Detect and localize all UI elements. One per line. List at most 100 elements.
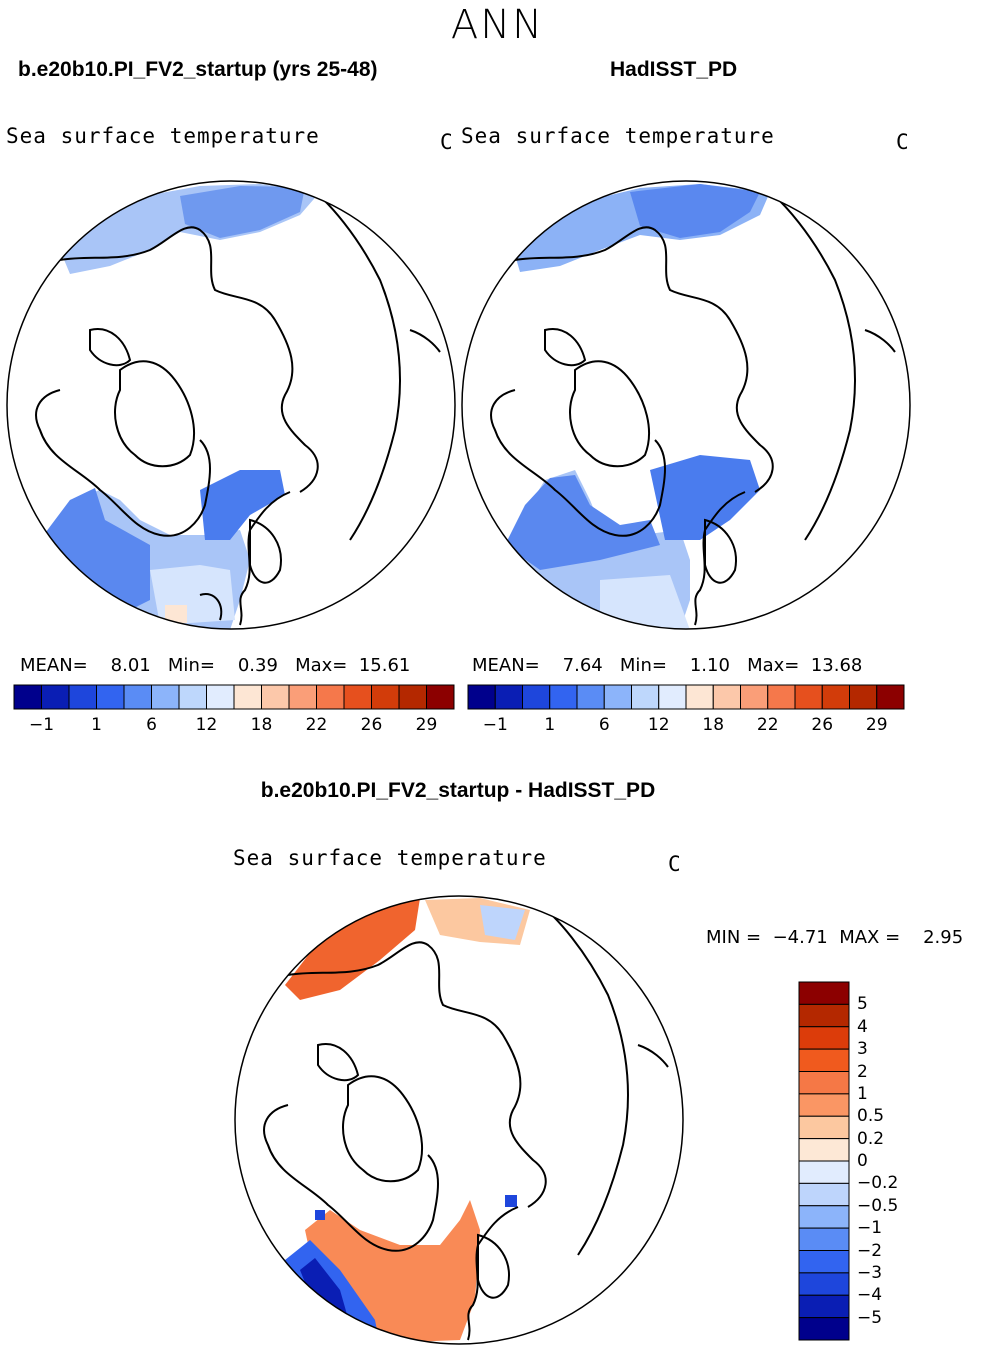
colorbar-swatch [68,684,97,710]
colorbar-swatch [233,684,262,710]
colorbar-swatch [798,1026,850,1050]
nordic-seas-field [200,470,285,540]
min-value: 0.39 [237,655,278,676]
min-label: Min= [167,655,215,676]
colorbar-tick-label: 3 [857,1039,868,1060]
colorbar-tick-label: −1 [857,1218,883,1239]
max-value: 13.68 [810,655,863,676]
colorbar-swatch [798,1182,850,1207]
panel-1-case-title: b.e20b10.PI_FV2_startup (yrs 25-48) [18,58,378,81]
colorbar-tick-label: 0.2 [857,1128,885,1149]
colorbar-tick-label: 6 [598,715,610,735]
colorbar-swatch [549,684,578,710]
max-label: Max= [295,655,348,676]
colorbar-tick-label: −0.5 [857,1195,899,1216]
colorbar-tick-label: 26 [811,715,834,735]
colorbar-tick-label: 12 [195,715,218,735]
nordic-seas-field [650,455,760,540]
colorbar-swatch [522,684,551,710]
colorbar-swatch [658,684,687,710]
colorbar-tick-label: 26 [360,715,383,735]
max-label: MAX = [839,927,901,948]
colorbar-tick-label: 1 [857,1083,868,1104]
panel-1-colorbar [13,684,455,710]
panel-1-units: C [440,130,453,154]
colorbar-swatch [798,1227,850,1251]
mean-value: 8.01 [110,655,151,676]
colorbar-swatch [398,684,427,710]
panel-2-units: C [896,130,909,154]
colorbar-tick-label: −5 [857,1307,883,1328]
colorbar-swatch [288,684,317,710]
mean-label: MEAN= [20,655,88,676]
colorbar-swatch [151,684,180,710]
max-value: 15.61 [358,655,411,676]
colorbar-swatch [41,684,70,710]
colorbar-swatch [371,684,400,710]
max-label: Max= [747,655,800,676]
colorbar-swatch [261,684,290,710]
colorbar-tick-label: 0.5 [857,1106,885,1127]
difference-case-title: b.e20b10.PI_FV2_startup - HadISST_PD [260,779,656,802]
colorbar-tick-label: 5 [857,994,868,1015]
colorbar-swatch [798,1160,850,1184]
max-value: 2.95 [923,927,964,948]
colorbar-swatch [13,684,42,710]
colorbar-swatch [206,684,235,710]
colorbar-tick-label: −1 [482,715,508,735]
colorbar-swatch [798,1272,850,1296]
colorbar-swatch [685,684,714,710]
colorbar-tick-label: −0.2 [857,1173,899,1194]
colorbar-swatch [767,684,796,710]
colorbar-swatch [467,684,496,710]
colorbar-swatch [712,684,741,710]
difference-variable: Sea surface temperature [233,846,547,870]
colorbar-swatch [96,684,125,710]
colorbar-swatch [798,1294,850,1319]
colorbar-swatch [798,1205,850,1229]
colorbar-tick-label: 1 [91,715,102,735]
pacific-cold-field [630,184,760,238]
colorbar-swatch [178,684,207,710]
panel-1-stats: MEAN= 8.01 Min= 0.39 Max= 15.61 [20,655,410,676]
panel-2-polar-map [461,180,911,630]
panel-1-variable: Sea surface temperature [6,124,320,148]
min-value: 1.10 [689,655,730,676]
colorbar-swatch [343,684,372,710]
colorbar-swatch [798,1317,850,1341]
colorbar-swatch [494,684,523,710]
panel-2-variable: Sea surface temperature [461,124,775,148]
colorbar-swatch [316,684,345,710]
colorbar-swatch [576,684,605,710]
mean-value: 7.64 [562,655,603,676]
colorbar-swatch [798,1071,850,1095]
colorbar-swatch [798,1048,850,1072]
colorbar-swatch [798,1003,850,1028]
colorbar-swatch [798,1115,850,1140]
colorbar-tick-label: 22 [305,715,328,735]
atlantic-mild-field [600,575,690,629]
colorbar-swatch [123,684,152,710]
colorbar-tick-label: 29 [865,715,888,735]
colorbar-swatch [603,684,632,710]
mean-label: MEAN= [472,655,540,676]
colorbar-tick-label: 2 [857,1061,868,1082]
colorbar-tick-label: 29 [415,715,438,735]
colorbar-swatch [798,1093,850,1117]
colorbar-swatch [740,684,769,710]
colorbar-tick-label: −2 [857,1240,883,1261]
difference-units: C [668,852,681,876]
colorbar-tick-label: −1 [28,715,55,735]
colorbar-tick-label: 0 [857,1151,868,1171]
page-title: ANN [450,2,545,48]
difference-stats: MIN = −4.71 MAX = 2.95 [706,927,963,948]
panel-1-polar-map [6,180,456,630]
colorbar-swatch [798,981,850,1005]
colorbar-swatch [821,684,850,710]
atlantic-mild-field [150,565,235,625]
pacific-cold-field [180,186,305,238]
min-value: −4.71 [772,927,828,948]
colorbar-tick-label: 18 [250,715,273,735]
colorbar-swatch [849,684,878,710]
colorbar-swatch [798,1138,850,1162]
